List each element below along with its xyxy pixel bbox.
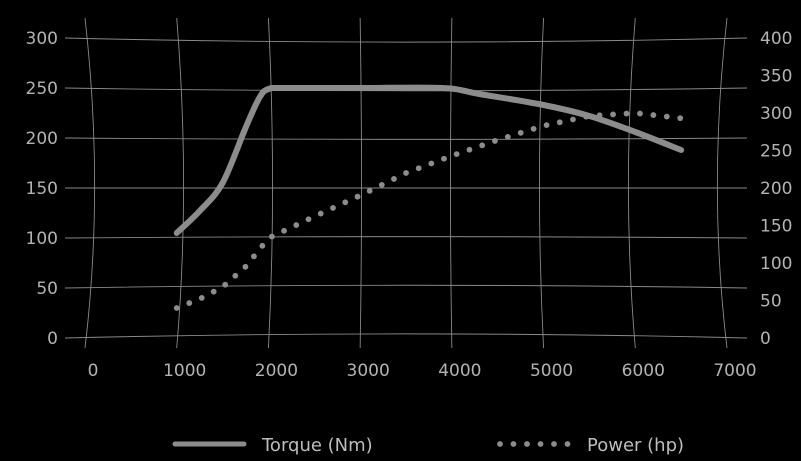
legend-dot (524, 441, 530, 447)
series-point-power (596, 112, 603, 119)
series-point-power (222, 281, 229, 288)
legend-dot (551, 441, 557, 447)
legend-swatch-power (497, 441, 571, 447)
series-point-power (453, 151, 460, 158)
right-y-tick-label: 350 (760, 67, 792, 87)
series (173, 84, 685, 311)
gridline-vertical (627, 17, 636, 349)
series-point-power (232, 272, 239, 279)
left-y-tick-label: 150 (26, 179, 58, 199)
right-y-tick-label: 50 (760, 292, 782, 312)
right-y-tick-label: 0 (760, 329, 771, 349)
gridline-vertical (359, 17, 362, 349)
series-point-power (186, 300, 193, 306)
x-tick-label: 6000 (622, 361, 665, 381)
gridline-vertical (539, 17, 545, 349)
series-point-power (663, 113, 670, 120)
series-point-power (479, 142, 486, 149)
legend-label-torque: Torque (Nm) (261, 435, 373, 456)
series-point-power (198, 295, 205, 301)
series-point-power (517, 129, 524, 136)
series-point-power (250, 253, 257, 260)
x-tick-label: 7000 (713, 361, 756, 381)
series-point-power (583, 113, 590, 120)
legend: Torque (Nm) Power (hp) (172, 435, 684, 456)
right-y-axis-ticks: 0 50 100 150 200 250 300 350 400 (760, 29, 792, 349)
left-y-axis-ticks: 0 50 100 150 200 250 300 (26, 29, 58, 349)
x-tick-label: 2000 (255, 361, 298, 381)
left-y-tick-label: 250 (26, 79, 58, 99)
right-y-tick-label: 250 (760, 142, 792, 162)
series-line-torque (173, 84, 685, 236)
series-point-power (173, 305, 180, 311)
series-point-power (415, 165, 422, 172)
series-point-power (281, 227, 287, 234)
legend-label-power: Power (hp) (587, 435, 684, 456)
series-point-power (305, 216, 312, 223)
series-point-power (330, 205, 336, 211)
series-point-power (391, 176, 397, 182)
right-y-tick-label: 100 (760, 254, 792, 274)
series-point-power (492, 138, 498, 144)
x-tick-label: 1000 (163, 361, 206, 381)
series-point-power (530, 125, 537, 132)
x-tick-label: 4000 (438, 361, 481, 381)
gridline-vertical (450, 17, 453, 349)
series-point-power (210, 288, 217, 295)
x-tick-label: 3000 (347, 361, 390, 381)
right-y-tick-label: 150 (760, 217, 792, 237)
series-point-power (428, 160, 435, 167)
series-point-power (242, 263, 249, 270)
series-point-power (650, 112, 657, 118)
series-point-power (268, 233, 275, 240)
series-point-power (623, 110, 630, 117)
series-point-power (610, 111, 616, 118)
series-point-power (342, 199, 349, 206)
left-y-tick-label: 200 (26, 129, 58, 149)
left-y-tick-label: 300 (26, 29, 58, 49)
legend-dot (510, 441, 517, 447)
right-y-tick-label: 400 (760, 29, 792, 49)
right-y-tick-label: 200 (760, 179, 792, 199)
left-y-tick-label: 100 (26, 229, 58, 249)
series-point-power (543, 122, 550, 129)
gridline-vertical (716, 17, 728, 349)
right-y-tick-label: 300 (760, 104, 792, 124)
series-point-power (570, 116, 576, 123)
gridline-vertical (267, 17, 273, 349)
gridline-horizontal (64, 37, 748, 43)
x-tick-label: 0 (88, 361, 99, 381)
series-point-power (637, 110, 643, 117)
series-point-power (317, 210, 324, 217)
gridline-vertical (84, 17, 96, 349)
left-y-tick-label: 50 (36, 279, 58, 299)
series-line-power (173, 110, 684, 311)
grid (64, 17, 748, 349)
gridline-horizontal (64, 333, 748, 339)
gridline-horizontal (64, 284, 748, 289)
series-point-power (403, 170, 409, 176)
series-point-power (378, 181, 385, 188)
gridline-horizontal (64, 236, 748, 239)
x-axis-ticks: 0 1000 2000 3000 4000 5000 6000 7000 (88, 361, 757, 381)
series-point-power (259, 242, 266, 249)
gridline-horizontal (64, 87, 748, 92)
left-y-tick-label: 0 (47, 329, 58, 349)
legend-dot (537, 441, 544, 447)
series-point-power (354, 193, 361, 200)
series-point-power (293, 222, 300, 228)
series-point-power (677, 115, 684, 122)
series-point-power (504, 133, 511, 140)
gridline-vertical (176, 17, 185, 349)
x-tick-label: 5000 (530, 361, 573, 381)
series-point-power (556, 119, 563, 126)
series-point-power (366, 187, 373, 194)
series-point-power (441, 155, 447, 162)
series-point-power (466, 146, 473, 153)
legend-dot (497, 441, 503, 447)
legend-dot (564, 441, 571, 447)
